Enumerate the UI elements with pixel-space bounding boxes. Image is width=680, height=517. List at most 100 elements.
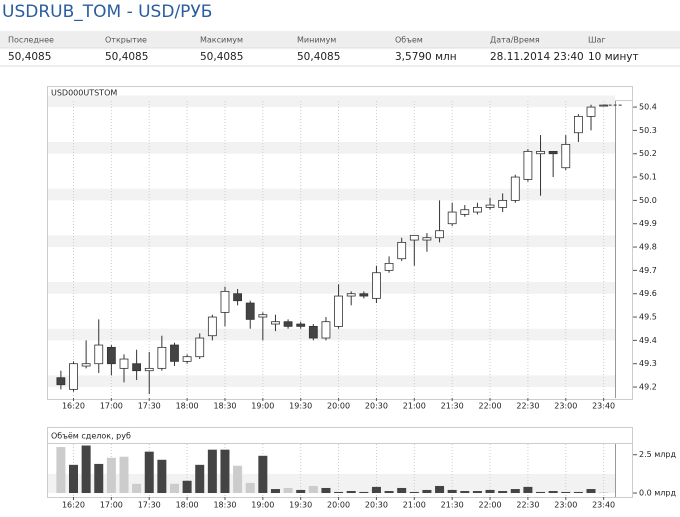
volume-bar xyxy=(397,488,406,493)
table-cell: 3,5790 млн xyxy=(395,51,457,63)
volume-bar xyxy=(511,489,520,493)
volume-bar xyxy=(359,492,368,493)
x-tick-label: 18:30 xyxy=(213,402,236,411)
y-tick-label: 0.0 млрд xyxy=(639,489,676,498)
candle-body xyxy=(196,338,204,357)
grid-band xyxy=(48,375,615,387)
column-header: Шаг xyxy=(588,36,606,45)
y-tick-label: 50.0 xyxy=(639,196,657,205)
x-tick-label: 23:40 xyxy=(592,402,615,411)
volume-bar xyxy=(321,488,330,493)
y-tick-label: 49.4 xyxy=(639,336,657,345)
volume-bar xyxy=(410,492,419,493)
x-tick-label: 18:30 xyxy=(213,501,236,510)
table-cell: 10 минут xyxy=(588,51,639,63)
volume-bar xyxy=(385,491,394,493)
volume-bar xyxy=(107,458,116,493)
x-tick-label: 20:30 xyxy=(365,402,388,411)
volume-bar xyxy=(94,464,103,493)
x-tick-label: 17:00 xyxy=(100,402,123,411)
candle-body xyxy=(271,322,279,324)
candle-body xyxy=(208,317,216,336)
volume-bar xyxy=(309,486,318,493)
grid-band xyxy=(48,189,615,201)
x-tick-label: 23:00 xyxy=(554,402,577,411)
page-title: USDRUB_TOM - USD/РУБ xyxy=(2,2,212,22)
candle-body xyxy=(322,322,330,338)
volume-bar xyxy=(460,491,469,493)
volume-bar xyxy=(561,492,570,493)
candle-body xyxy=(398,242,406,258)
candle-body xyxy=(246,303,254,319)
x-tick-label: 18:00 xyxy=(176,402,199,411)
volume-bar xyxy=(69,465,78,493)
x-tick-label: 21:00 xyxy=(403,501,426,510)
x-tick-label: 19:00 xyxy=(251,402,274,411)
volume-bar xyxy=(448,490,457,493)
y-tick-label: 49.7 xyxy=(639,266,657,275)
candle-body xyxy=(461,210,469,215)
volume-bar xyxy=(473,491,482,493)
volume-bar xyxy=(208,450,217,493)
candle-body xyxy=(70,364,78,390)
volume-bar xyxy=(296,490,305,493)
volume-bar xyxy=(523,487,532,493)
column-header: Максимум xyxy=(200,36,243,45)
x-tick-label: 22:30 xyxy=(516,402,539,411)
x-tick-label: 17:00 xyxy=(100,501,123,510)
grid-band xyxy=(48,282,615,294)
x-tick-label: 18:00 xyxy=(176,501,199,510)
candle-body xyxy=(309,326,317,338)
volume-bar xyxy=(498,491,507,493)
candle-body xyxy=(120,359,128,368)
x-tick-label: 20:30 xyxy=(365,501,388,510)
volume-bar xyxy=(435,486,444,493)
x-tick-label: 19:30 xyxy=(289,402,312,411)
candle-body xyxy=(574,116,582,132)
volume-bar xyxy=(183,481,192,493)
candle-body xyxy=(537,151,545,153)
candle-body xyxy=(284,322,292,327)
candle-body xyxy=(423,238,431,240)
y-tick-label: 50.4 xyxy=(639,103,657,112)
y-tick-label: 50.3 xyxy=(639,126,657,135)
y-tick-label: 49.2 xyxy=(639,383,657,392)
grid-band xyxy=(48,329,615,341)
volume-bar xyxy=(422,490,431,493)
column-header: Минимум xyxy=(297,36,336,45)
x-tick-label: 21:00 xyxy=(403,402,426,411)
volume-bar xyxy=(284,488,293,493)
candle-body xyxy=(133,364,141,371)
candle-body xyxy=(297,324,305,326)
volume-bar xyxy=(145,452,154,493)
x-tick-label: 22:00 xyxy=(479,501,502,510)
x-tick-label: 19:00 xyxy=(251,501,274,510)
volume-bar xyxy=(220,450,229,493)
x-tick-label: 17:30 xyxy=(138,501,161,510)
x-tick-label: 16:20 xyxy=(62,402,85,411)
candle-body xyxy=(145,368,153,370)
table-cell: 28.11.2014 23:40 xyxy=(490,51,584,63)
candle-body xyxy=(549,151,557,153)
column-header: Открытие xyxy=(105,36,147,45)
volume-bar xyxy=(347,491,356,493)
x-tick-label: 21:30 xyxy=(441,402,464,411)
volume-bar xyxy=(195,465,204,493)
x-tick-label: 22:00 xyxy=(479,402,502,411)
candle-body xyxy=(335,296,343,326)
volume-bar xyxy=(334,492,343,493)
table-cell: 50,4085 xyxy=(105,51,148,63)
volume-bar xyxy=(246,483,255,493)
volume-bar xyxy=(486,490,495,493)
candle-body xyxy=(221,291,229,312)
candle-body xyxy=(473,207,481,212)
candle-body xyxy=(385,263,393,270)
x-tick-label: 17:30 xyxy=(138,402,161,411)
volume-bar xyxy=(574,492,583,493)
x-tick-label: 20:00 xyxy=(327,402,350,411)
y-tick-label: 50.1 xyxy=(639,173,657,182)
volume-bar xyxy=(56,447,65,493)
table-cell: 50,4085 xyxy=(297,51,340,63)
column-header: Последнее xyxy=(8,36,54,45)
